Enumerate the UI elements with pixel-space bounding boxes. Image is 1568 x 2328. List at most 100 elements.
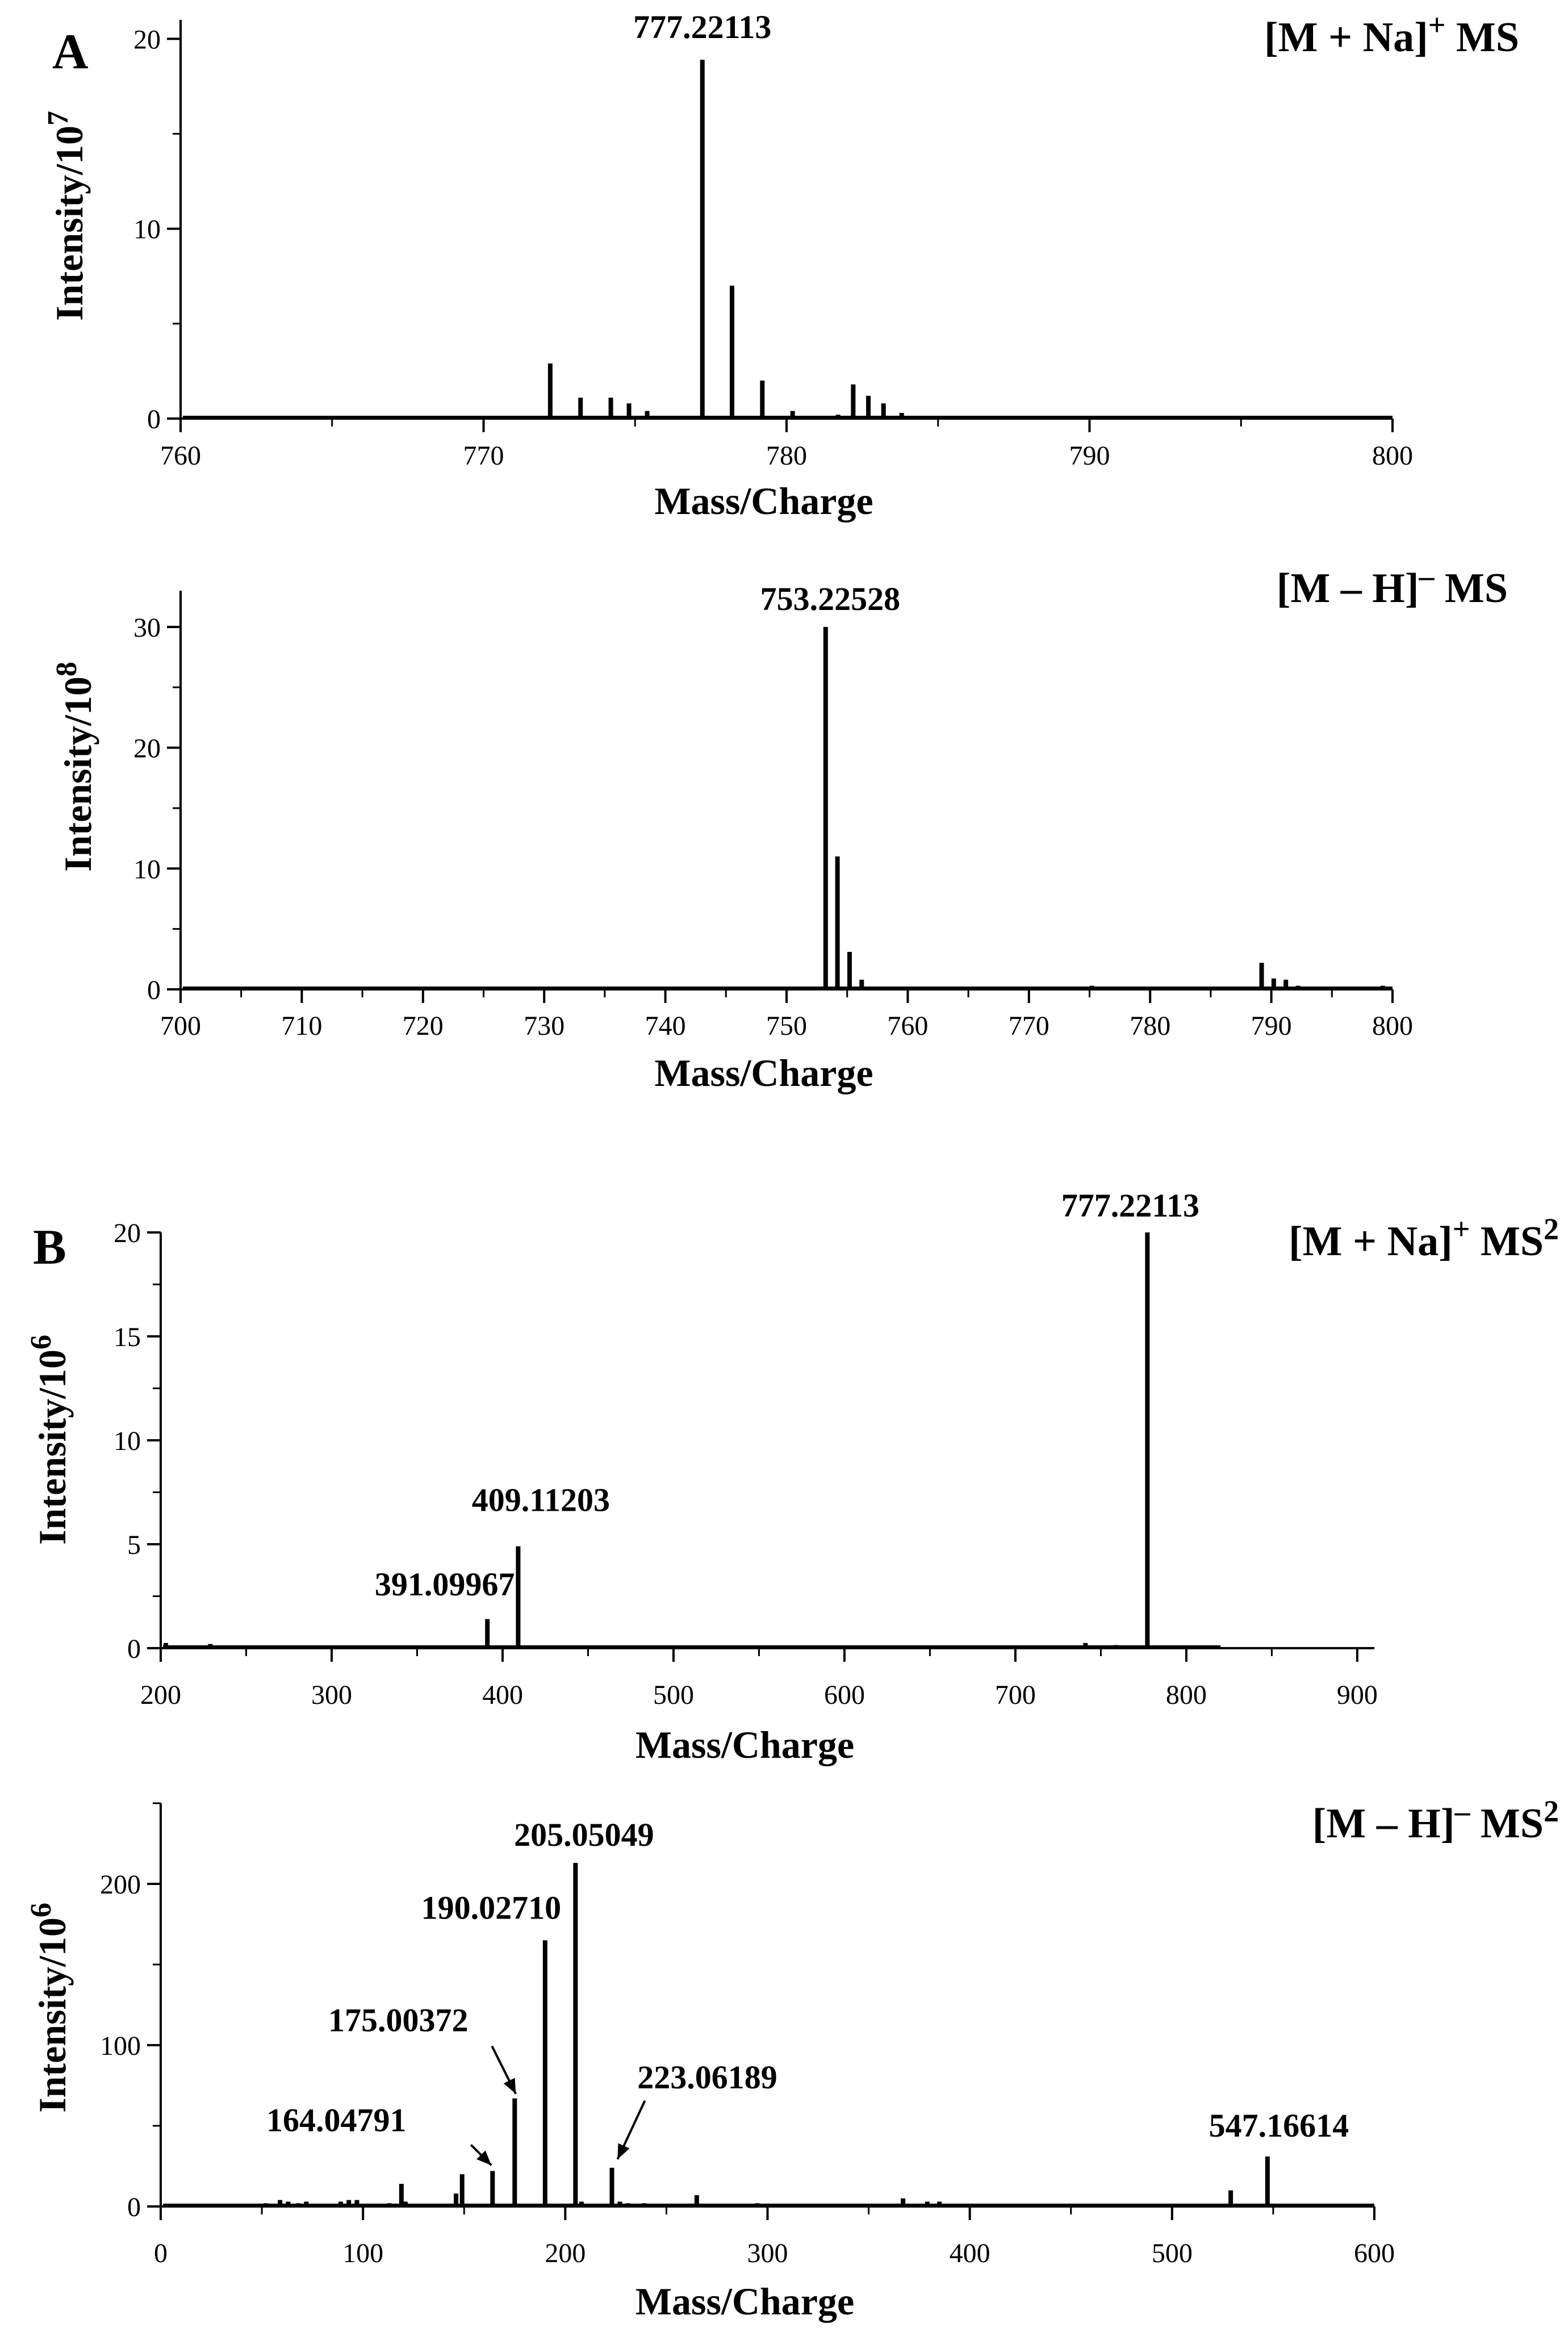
x-tick-label: 780 [766,441,807,471]
x-tick-label: 790 [1069,441,1110,471]
x-axis-title: Mass/Charge [654,479,873,523]
y-tick-label: 10 [133,215,161,245]
y-tick-label: 10 [114,1426,141,1456]
x-tick-label: 790 [1251,1011,1292,1041]
x-tick-label: 600 [1354,2238,1395,2268]
x-tick-label: 770 [1009,1011,1049,1041]
y-axis-title-exponent: 6 [25,1903,57,1917]
peak-label: 205.05049 [514,1816,654,1853]
annotation-arrowhead [503,2078,516,2094]
x-tick-label: 770 [463,441,504,471]
x-tick-label: 0 [154,2238,168,2268]
y-tick-label: 20 [133,24,161,55]
panel-label-b: B [33,1220,66,1275]
y-axis-title-text: Intensity/10 [31,1917,74,2113]
y-tick-label: 0 [127,2192,141,2222]
x-tick-label: 200 [545,2238,586,2268]
x-tick-label: 400 [950,2238,990,2268]
y-tick-label: 0 [147,975,161,1005]
spectrum-title-charge: + [1428,8,1446,42]
y-tick-label: 20 [133,734,161,764]
peak-label: 777.22113 [1061,1187,1199,1224]
y-tick-label: 0 [147,404,161,434]
x-tick-label: 750 [766,1011,807,1041]
spectrum-title-ion: [M – H] [1277,565,1419,612]
spectrum-title-suffix: MS [1470,1800,1544,1847]
chart-a-positive-ms: 760 770 780 790 800 0 10 20 777.22113 Mass/Charge… [42,8,1519,523]
x-tick-label: 300 [747,2238,788,2268]
annotation-arrowhead [617,2143,630,2159]
y-axis-title: Intensity/106 [25,1335,74,1545]
x-tick-label: 500 [1152,2238,1193,2268]
x-tick-label: 400 [482,1680,523,1710]
x-axis-title: Mass/Charge [654,1051,873,1094]
chart-a-negative-ms: 700 710 720 730 740 750 760 770 780 790 800 0 10 20 30… [51,559,1508,1094]
y-axis-title: Intensity/108 [51,662,99,872]
y-axis-title-exponent: 8 [51,662,83,676]
spectrum-title-ion: [M + Na] [1264,14,1428,61]
y-tick-label: 20 [114,1218,141,1248]
x-axis-title: Mass/Charge [635,2280,854,2323]
peak-label: 175.00372 [328,2002,469,2039]
peak-label: 391.09967 [375,1566,515,1603]
panel-label-a: A [52,24,89,80]
x-tick-label: 700 [160,1011,201,1041]
peak-label: 753.22528 [760,580,901,617]
x-tick-label: 900 [1337,1680,1378,1710]
x-tick-label: 720 [403,1011,444,1041]
spectrum-title-charge: – [1419,559,1435,593]
x-tick-label: 200 [140,1680,181,1710]
spectrum-title-order: 2 [1544,1794,1559,1828]
spectrum-title: [M – H]– MS2 [1312,1794,1559,1847]
y-tick-label: 10 [133,854,161,884]
x-tick-label: 740 [645,1011,686,1041]
x-tick-label: 800 [1372,441,1413,471]
y-tick-label: 15 [114,1322,141,1352]
y-axis-title: Intensity/107 [42,111,91,321]
peak-label: 223.06189 [637,2059,777,2096]
y-axis-title-text: Intensity/10 [48,126,91,321]
spectrum-title: [M + Na]+ MS [1264,8,1519,61]
x-tick-label: 710 [281,1011,322,1041]
x-tick-label: 760 [160,441,201,471]
spectrum-title: [M – H]– MS [1277,559,1508,612]
spectrum-title-ion: [M + Na] [1289,1218,1453,1265]
peak-label: 547.16614 [1209,2107,1349,2144]
x-tick-label: 300 [311,1680,352,1710]
peak-label: 164.04791 [266,2102,407,2139]
y-tick-label: 5 [127,1530,141,1560]
x-tick-label: 800 [1372,1011,1413,1041]
spectrum-title-charge: – [1454,1794,1471,1828]
y-axis-title-text: Intensity/10 [31,1349,74,1545]
y-axis-title-text: Intensity/10 [56,676,99,872]
y-tick-label: 30 [133,613,161,643]
peak-label: 777.22113 [633,9,771,45]
spectrum-title: [M + Na]+ MS2 [1289,1212,1559,1265]
x-tick-label: 760 [887,1011,928,1041]
spectrum-title-order: 2 [1544,1212,1559,1246]
y-axis-title-exponent: 7 [42,111,74,126]
spectrum-title-ion: [M – H] [1312,1800,1455,1847]
y-tick-label: 0 [127,1634,141,1664]
y-tick-label: 100 [100,2031,141,2061]
y-tick-label: 200 [100,1870,141,1900]
x-tick-label: 600 [824,1680,865,1710]
x-tick-label: 700 [995,1680,1036,1710]
spectrum-title-suffix: MS [1435,565,1508,612]
chart-b-negative-ms2: 0 100 200 300 400 500 600 0 100 200 205.05049 190.0… [25,1794,1559,2323]
spectrum-title-charge: + [1453,1212,1470,1246]
y-axis-title-exponent: 6 [25,1335,57,1349]
x-tick-label: 100 [342,2238,383,2268]
x-tick-label: 780 [1130,1011,1170,1041]
x-axis-title: Mass/Charge [635,1723,854,1766]
x-tick-label: 800 [1166,1680,1207,1710]
spectrum-title-suffix: MS [1446,14,1520,61]
annotation-arrowhead [476,2150,492,2166]
chart-b-positive-ms2: 200 300 400 500 600 700 800 900 0 5 10 15 20 777.2211… [25,1187,1559,1766]
x-tick-label: 500 [653,1680,694,1710]
spectrum-title-suffix: MS [1470,1218,1544,1265]
x-tick-label: 730 [524,1011,565,1041]
peak-label: 409.11203 [472,1482,610,1519]
peak-label: 190.02710 [421,1889,562,1926]
